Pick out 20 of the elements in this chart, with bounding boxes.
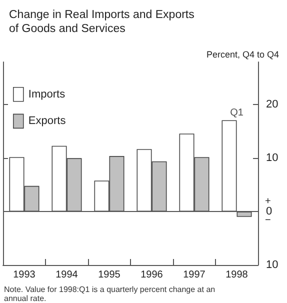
legend-label: Imports [28,88,66,100]
legend-label: Exports [28,115,66,128]
text: − [265,215,271,226]
y-tick-label: 10 [266,152,278,164]
y-axis-title: Percent, Q4 to Q4 [206,50,280,60]
y-tick-label: 0 [266,206,272,218]
chart-title: Change in Real Imports and Exports of Goods and Services [9,9,195,35]
x-tick-label: 1997 [183,270,206,280]
bar [236,212,252,217]
y-tick-label: 20 [266,98,278,111]
annotation: Q1 [230,108,244,119]
text: + [265,196,271,208]
x-tick-label: 1995 [98,270,121,280]
x-tick-label: 1993 [13,270,36,280]
x-tick-label: 1994 [56,270,78,280]
x-tick-label: 1996 [140,270,164,280]
bar [222,120,237,212]
y-tick-label: 10 [266,259,278,271]
text: Note. Value for 1998:Q1 is a quarterly percent change at an annual rate. [4,285,216,303]
x-tick-label: 1998 [226,270,248,280]
